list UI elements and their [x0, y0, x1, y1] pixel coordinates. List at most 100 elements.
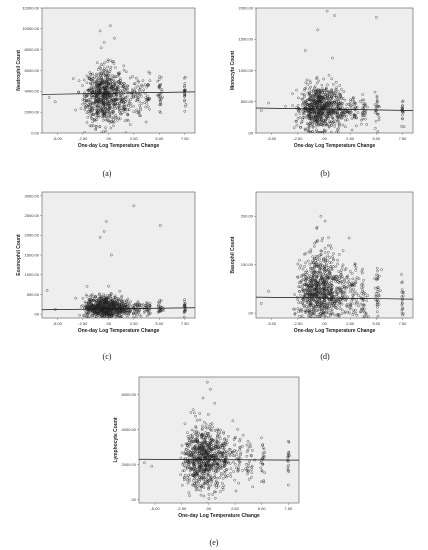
data-point	[344, 349, 346, 351]
data-point	[201, 445, 205, 449]
data-point	[318, 300, 321, 304]
data-point	[301, 97, 305, 101]
data-point	[108, 94, 111, 97]
data-point	[360, 122, 363, 126]
data-point	[100, 101, 104, 105]
data-point	[377, 118, 381, 122]
data-point	[359, 307, 363, 311]
data-point	[319, 264, 322, 267]
data-point	[307, 282, 310, 286]
data-point	[101, 79, 105, 83]
data-point	[306, 320, 308, 322]
data-point	[301, 104, 304, 107]
data-point	[188, 479, 191, 483]
data-point	[94, 128, 98, 131]
data-point	[100, 296, 103, 300]
data-point	[334, 300, 337, 304]
data-point	[85, 285, 89, 288]
data-point	[246, 470, 250, 473]
data-point	[303, 253, 306, 256]
data-point	[339, 317, 341, 318]
data-point	[376, 314, 380, 318]
data-point	[215, 466, 218, 470]
data-point	[346, 110, 350, 114]
data-point	[315, 122, 319, 125]
data-point	[345, 303, 349, 306]
data-point	[146, 98, 150, 101]
data-point	[101, 63, 105, 67]
data-point	[322, 311, 325, 315]
data-point	[112, 103, 116, 106]
data-point	[318, 95, 322, 98]
data-point	[320, 113, 323, 116]
data-point	[218, 446, 222, 450]
data-point	[323, 338, 325, 340]
data-point	[327, 315, 330, 318]
data-point	[315, 276, 319, 280]
data-point	[373, 90, 377, 94]
data-point	[201, 424, 204, 428]
data-point	[326, 259, 329, 262]
data-point	[197, 470, 201, 473]
data-point	[228, 447, 232, 451]
data-point	[221, 481, 224, 485]
data-point	[94, 302, 98, 306]
data-point	[222, 432, 225, 435]
data-point	[349, 287, 352, 291]
data-point	[110, 120, 114, 124]
x-tick-label: 2.50	[130, 136, 139, 141]
data-point	[329, 265, 332, 269]
data-point	[313, 117, 317, 121]
data-point	[347, 278, 351, 281]
data-point	[327, 104, 330, 108]
data-point	[221, 486, 224, 489]
data-point	[306, 98, 310, 102]
data-point	[157, 309, 161, 313]
data-point	[344, 125, 347, 129]
data-point	[348, 102, 352, 106]
data-point	[317, 317, 320, 318]
data-point	[400, 110, 404, 114]
data-point	[229, 475, 233, 478]
outlier-point	[267, 290, 270, 293]
data-point	[92, 303, 96, 307]
data-point	[400, 311, 404, 315]
data-point	[106, 294, 109, 297]
data-point	[160, 76, 163, 79]
data-point	[303, 278, 307, 281]
data-point	[312, 283, 316, 287]
data-point	[328, 321, 330, 323]
data-point	[337, 123, 341, 126]
data-point	[306, 259, 310, 263]
data-point	[219, 462, 223, 466]
data-point	[302, 290, 306, 293]
y-tick-label: 2000.00	[239, 5, 254, 10]
data-point	[132, 105, 135, 108]
data-point	[122, 83, 126, 87]
data-point	[325, 302, 329, 305]
data-point	[330, 88, 333, 91]
data-point	[300, 279, 303, 283]
data-point	[324, 105, 327, 109]
data-point	[79, 305, 83, 308]
data-point	[158, 103, 162, 107]
data-point	[335, 86, 338, 89]
data-point	[200, 435, 203, 438]
outlier-point	[400, 273, 403, 276]
data-point	[335, 130, 338, 133]
data-point	[236, 468, 240, 471]
data-point	[308, 87, 311, 91]
data-point	[340, 102, 343, 105]
data-point	[189, 466, 192, 470]
data-point	[98, 302, 102, 306]
data-point	[209, 464, 213, 467]
data-point	[184, 460, 187, 464]
data-point	[182, 476, 186, 479]
data-point	[139, 114, 142, 118]
data-point	[131, 88, 134, 91]
y-tick-label: 2500.00	[25, 213, 40, 218]
data-point	[375, 104, 379, 107]
data-point	[198, 418, 202, 422]
data-point	[183, 308, 187, 312]
y-tick-label: 12000.00	[22, 5, 39, 10]
